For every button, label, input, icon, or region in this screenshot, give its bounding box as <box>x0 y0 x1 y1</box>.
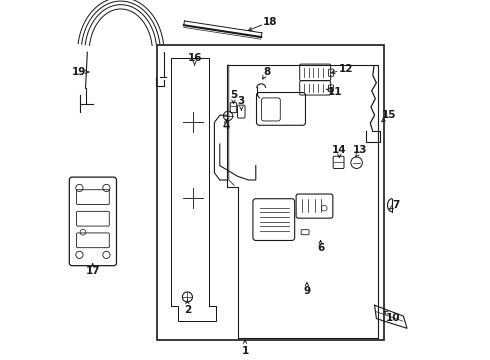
Text: 18: 18 <box>263 17 277 27</box>
Text: 12: 12 <box>339 64 353 74</box>
Text: 3: 3 <box>238 96 245 106</box>
Text: 6: 6 <box>317 243 324 253</box>
Text: 7: 7 <box>392 200 399 210</box>
Text: 8: 8 <box>263 67 270 77</box>
Text: 11: 11 <box>328 87 342 97</box>
Bar <box>157 45 384 340</box>
Text: 10: 10 <box>385 312 400 323</box>
Text: 2: 2 <box>184 305 191 315</box>
Text: 15: 15 <box>382 110 396 120</box>
Text: 4: 4 <box>222 121 230 131</box>
Text: 9: 9 <box>303 285 311 296</box>
Text: 14: 14 <box>332 145 346 156</box>
Text: 17: 17 <box>85 266 100 276</box>
Text: 1: 1 <box>242 346 248 356</box>
Text: 16: 16 <box>187 53 202 63</box>
Text: 13: 13 <box>353 145 368 156</box>
Text: 5: 5 <box>230 90 237 100</box>
Text: 19: 19 <box>72 67 87 77</box>
